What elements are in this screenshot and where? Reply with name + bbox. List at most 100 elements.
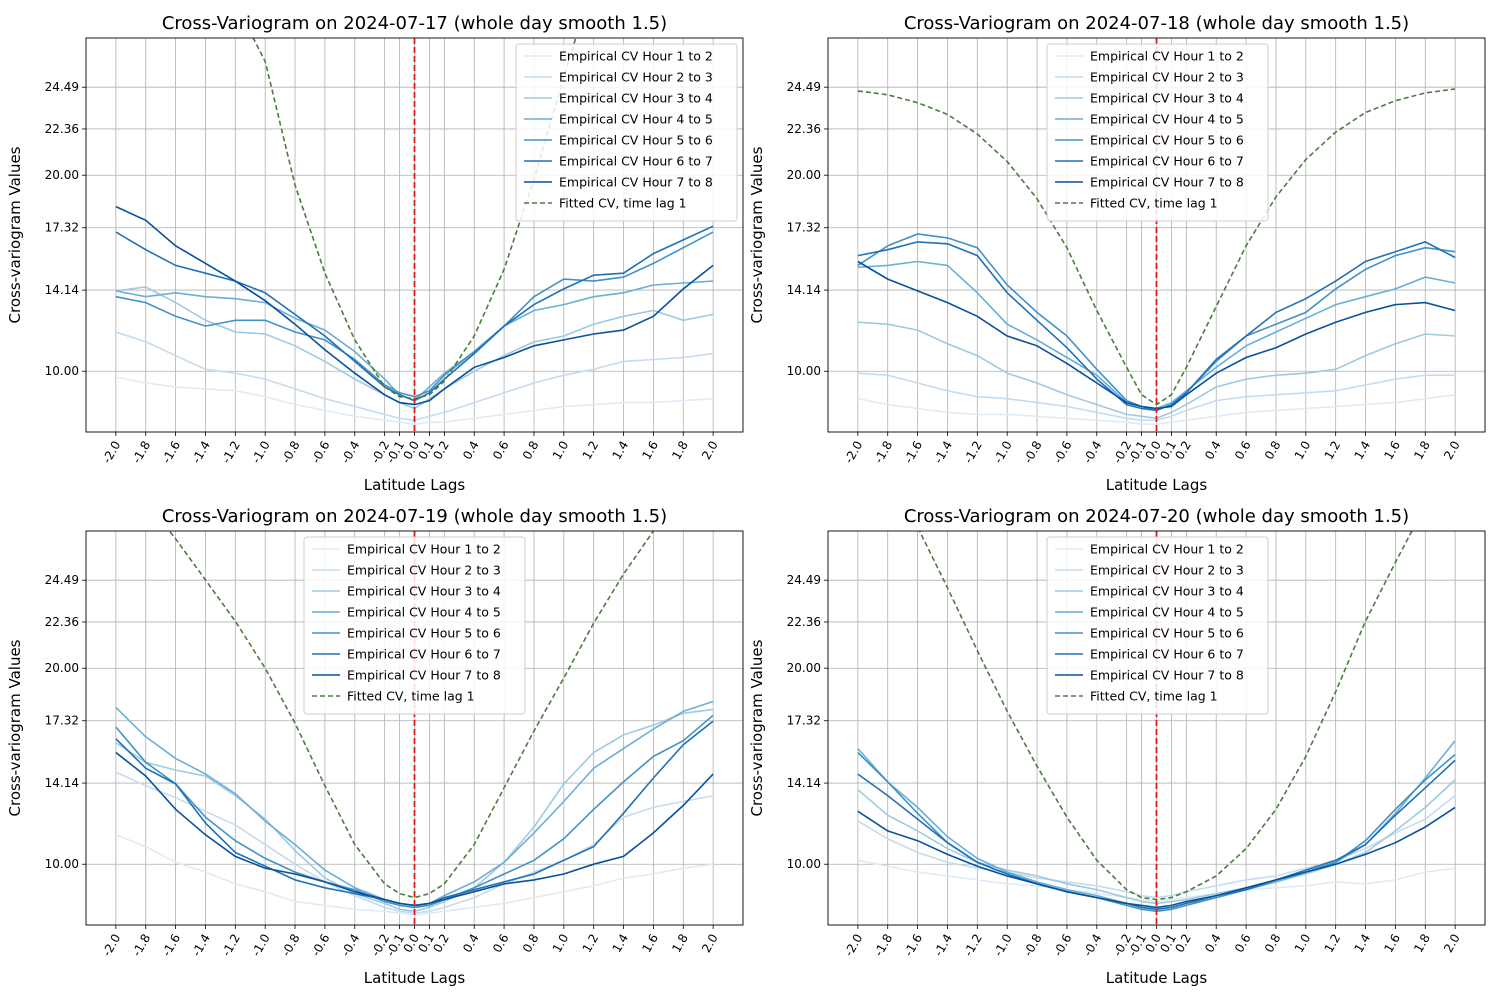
legend-label: Empirical CV Hour 3 to 4 <box>559 91 713 106</box>
series-line-8 <box>918 531 1413 901</box>
x-tick-label: 0.6 <box>1232 439 1254 463</box>
x-tick-label: 0.6 <box>1232 932 1254 956</box>
legend-box <box>1046 536 1269 715</box>
x-tick-label: 1.6 <box>639 439 661 463</box>
legend-label: Fitted CV, time lag 1 <box>1090 689 1218 704</box>
x-tick-label: 1.8 <box>669 932 691 956</box>
legend-label: Empirical CV Hour 2 to 3 <box>347 563 501 578</box>
x-tick-label: -0.8 <box>279 932 303 959</box>
x-tick-label: -0.4 <box>1081 932 1105 959</box>
legend: Empirical CV Hour 1 to 2 Empirical CV Hou… <box>303 536 526 715</box>
y-tick-label: 14.14 <box>787 776 821 790</box>
x-tick-label: -1.8 <box>129 932 153 959</box>
x-tick-label: -0.6 <box>309 439 333 466</box>
x-tick-label: 1.0 <box>550 439 572 463</box>
y-tick-label: 10.00 <box>787 857 821 871</box>
x-tick-label: 1.2 <box>1322 439 1344 463</box>
y-axis-label: Cross-variogram Values <box>6 146 24 323</box>
x-tick-label: 1.8 <box>1411 439 1433 463</box>
x-tick-label: -1.2 <box>961 932 985 959</box>
x-tick-label: 0.6 <box>490 439 512 463</box>
legend-label: Empirical CV Hour 1 to 2 <box>1090 49 1244 64</box>
y-tick-label: 10.00 <box>45 857 79 871</box>
legend-label: Empirical CV Hour 6 to 7 <box>559 154 713 169</box>
legend-label: Empirical CV Hour 4 to 5 <box>1090 605 1244 620</box>
x-tick-label: 1.4 <box>1351 439 1373 463</box>
x-tick-label: -2.0 <box>100 932 124 959</box>
x-tick-label: -1.0 <box>991 932 1015 959</box>
y-tick-label: 22.36 <box>787 615 821 629</box>
x-tick-label: 1.2 <box>1322 932 1344 956</box>
x-tick-label: -1.4 <box>931 439 955 466</box>
series-line-1 <box>115 834 714 917</box>
x-tick-label: 1.4 <box>609 932 631 956</box>
series-line-8 <box>857 88 1456 406</box>
legend: Empirical CV Hour 1 to 2 Empirical CV Hou… <box>1046 536 1269 715</box>
x-tick-label: 1.0 <box>1292 932 1314 956</box>
x-tick-label: -0.6 <box>309 932 333 959</box>
y-tick-label: 22.36 <box>787 122 821 136</box>
x-tick-label: -2.0 <box>842 439 866 466</box>
y-tick-label: 20.00 <box>787 168 821 182</box>
x-tick-label: -0.6 <box>1051 932 1075 959</box>
x-tick-label: 0.4 <box>1202 932 1224 956</box>
x-tick-label: -1.4 <box>931 932 955 959</box>
x-tick-label: 1.8 <box>1411 932 1433 956</box>
plot-frame <box>85 37 744 433</box>
x-tick-label: -1.0 <box>249 439 273 466</box>
plot-frame <box>827 530 1486 926</box>
x-tick-label: 0.2 <box>430 932 452 956</box>
plot-frame <box>85 530 744 926</box>
x-tick-label: -1.4 <box>189 932 213 959</box>
x-axis-label: Latitude Lags <box>1106 476 1208 494</box>
legend-label: Empirical CV Hour 6 to 7 <box>1090 154 1244 169</box>
x-tick-label: 2.0 <box>699 439 721 463</box>
y-tick-label: 17.32 <box>787 221 821 235</box>
y-tick-label: 10.00 <box>787 364 821 378</box>
y-tick-label: 10.00 <box>45 364 79 378</box>
chart-title: Cross-Variogram on 2024-07-17 (whole day… <box>162 13 667 34</box>
legend-label: Empirical CV Hour 4 to 5 <box>1090 112 1244 127</box>
x-tick-label: 1.2 <box>580 932 602 956</box>
x-tick-label: 0.8 <box>520 439 542 463</box>
y-tick-label: 22.36 <box>45 615 79 629</box>
legend-box <box>303 536 526 715</box>
x-tick-label: 1.2 <box>580 439 602 463</box>
chart-panel-4: -2.0 -1.8 -1.6 -1.4 -1.2 -1.0 -0.8 -0.6 -0.4 -0.2… <box>748 506 1486 987</box>
x-tick-label: -0.8 <box>279 439 303 466</box>
legend-label: Fitted CV, time lag 1 <box>1090 196 1218 211</box>
legend-label: Empirical CV Hour 2 to 3 <box>1090 70 1244 85</box>
y-tick-label: 24.49 <box>45 80 79 94</box>
x-tick-label: 1.4 <box>1351 932 1373 956</box>
chart-panel-2: -2.0 -1.8 -1.6 -1.4 -1.2 -1.0 -0.8 -0.6 -0.4 -0.2… <box>748 13 1486 494</box>
legend-label: Empirical CV Hour 7 to 8 <box>559 175 713 190</box>
series-group <box>115 531 714 925</box>
x-tick-label: 0.8 <box>1262 439 1284 463</box>
y-axis-label: Cross-variogram Values <box>748 146 766 323</box>
legend-label: Empirical CV Hour 5 to 6 <box>559 133 713 148</box>
x-tick-label: 0.2 <box>430 439 452 463</box>
chart-panel-1: -2.0 -1.8 -1.6 -1.4 -1.2 -1.0 -0.8 -0.6 -0.4 -0.2… <box>6 13 744 494</box>
x-axis-label: Latitude Lags <box>364 969 466 987</box>
x-axis-label: Latitude Lags <box>1106 969 1208 987</box>
x-tick-label: -1.6 <box>159 439 183 466</box>
x-tick-label: 0.4 <box>460 439 482 463</box>
legend-box <box>1046 43 1269 222</box>
x-tick-label: -1.4 <box>189 439 213 466</box>
x-tick-label: -0.4 <box>339 439 363 466</box>
series-line-7 <box>115 205 714 406</box>
y-tick-label: 22.36 <box>45 122 79 136</box>
x-tick-label: -1.6 <box>901 439 925 466</box>
legend-box <box>515 43 738 222</box>
legend-label: Empirical CV Hour 7 to 8 <box>1090 668 1244 683</box>
x-tick-label: 1.4 <box>609 439 631 463</box>
x-tick-label: 1.6 <box>1381 439 1403 463</box>
y-tick-label: 20.00 <box>45 168 79 182</box>
y-tick-label: 24.49 <box>787 80 821 94</box>
series-line-1 <box>857 394 1456 426</box>
series-line-7 <box>857 806 1456 909</box>
x-tick-label: 0.8 <box>1262 932 1284 956</box>
legend-label: Empirical CV Hour 2 to 3 <box>559 70 713 85</box>
x-tick-label: 1.0 <box>550 932 572 956</box>
